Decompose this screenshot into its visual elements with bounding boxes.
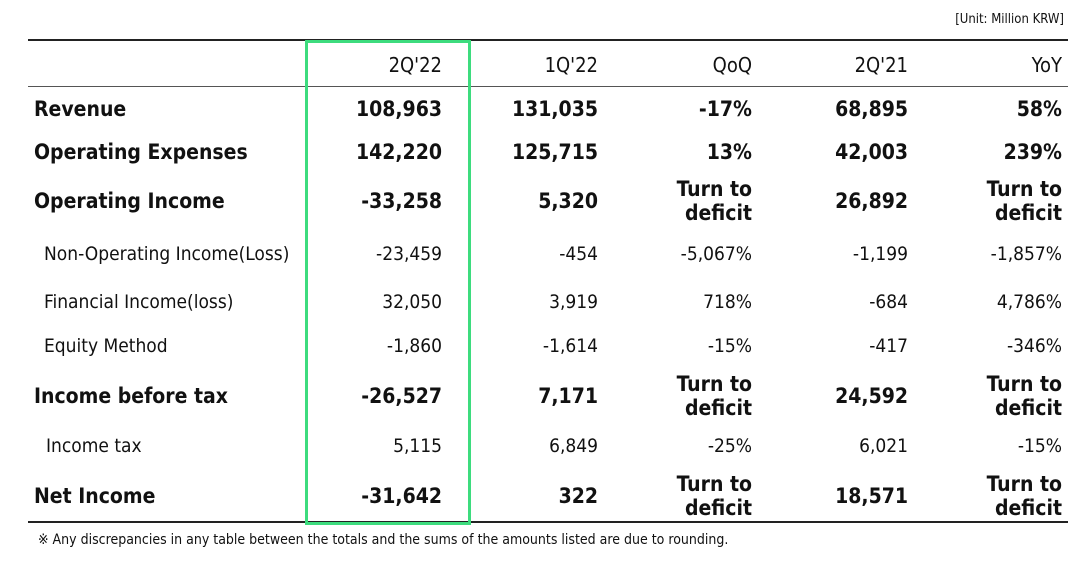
value-cell: 142,220 (355, 139, 442, 164)
value-cell: 7,171 (538, 383, 598, 408)
bottom-rule (28, 521, 1068, 523)
row-label: Operating Expenses (34, 139, 248, 164)
row-label: Operating Income (34, 189, 225, 213)
footnote: ※ Any discrepancies in any table between… (38, 532, 729, 548)
row-label: Net Income (34, 484, 156, 508)
value-cell: 26,892 (835, 189, 908, 213)
value-cell: 18,571 (835, 484, 908, 508)
value-cell: -1,857% (990, 243, 1062, 265)
value-cell: -1,860 (386, 335, 442, 357)
value-cell: -684 (869, 290, 908, 313)
row-label: Income before tax (34, 383, 228, 408)
value-cell: Turn to deficit (676, 371, 752, 420)
value-cell: 24,592 (835, 383, 908, 408)
value-cell: 5,320 (538, 189, 598, 213)
value-cell: -25% (707, 435, 752, 457)
value-cell: -33,258 (361, 189, 442, 213)
value-cell: Turn to deficit (986, 371, 1062, 420)
value-cell: 6,849 (549, 435, 598, 457)
value-cell: -31,642 (361, 484, 442, 508)
header-rule (28, 86, 1068, 87)
value-cell: -15% (707, 335, 752, 357)
value-cell: 6,021 (859, 435, 908, 457)
value-cell: -17% (698, 96, 752, 121)
highlight-box (305, 40, 471, 525)
value-cell: -5,067% (680, 243, 752, 265)
value-cell: Turn to deficit (676, 177, 752, 225)
unit-label: [Unit: Million KRW] (955, 12, 1064, 27)
value-cell: 3,919 (549, 290, 598, 313)
value-cell: -346% (1006, 335, 1062, 357)
column-header: 2Q'22 (388, 53, 442, 77)
value-cell: -26,527 (361, 383, 442, 408)
value-cell: 32,050 (382, 290, 442, 313)
value-cell: -1,614 (542, 335, 598, 357)
value-cell: -454 (559, 243, 598, 265)
column-header: 1Q'22 (544, 53, 598, 77)
value-cell: Turn to deficit (676, 472, 752, 520)
value-cell: 5,115 (393, 435, 442, 457)
value-cell: 108,963 (355, 96, 442, 121)
value-cell: 4,786% (996, 290, 1062, 313)
value-cell: Turn to deficit (986, 177, 1062, 225)
row-label: Non-Operating Income(Loss) (44, 243, 290, 265)
row-label: Revenue (34, 96, 127, 121)
row-label: Equity Method (44, 335, 168, 357)
column-header: 2Q'21 (854, 53, 908, 77)
value-cell: 131,035 (511, 96, 598, 121)
row-label: Income tax (46, 435, 142, 457)
value-cell: 58% (1016, 96, 1062, 121)
value-cell: 42,003 (835, 139, 908, 164)
value-cell: -1,199 (852, 243, 908, 265)
value-cell: Turn to deficit (986, 472, 1062, 520)
value-cell: -15% (1017, 435, 1062, 457)
column-header: YoY (1031, 53, 1062, 77)
value-cell: 68,895 (835, 96, 908, 121)
value-cell: -23,459 (376, 243, 442, 265)
value-cell: 239% (1003, 139, 1062, 164)
top-rule (28, 39, 1068, 41)
value-cell: 718% (703, 290, 752, 313)
row-label: Financial Income(loss) (44, 290, 234, 313)
value-cell: -417 (869, 335, 908, 357)
value-cell: 13% (706, 139, 752, 164)
value-cell: 322 (558, 484, 598, 508)
value-cell: 125,715 (511, 139, 598, 164)
column-header: QoQ (712, 53, 752, 77)
